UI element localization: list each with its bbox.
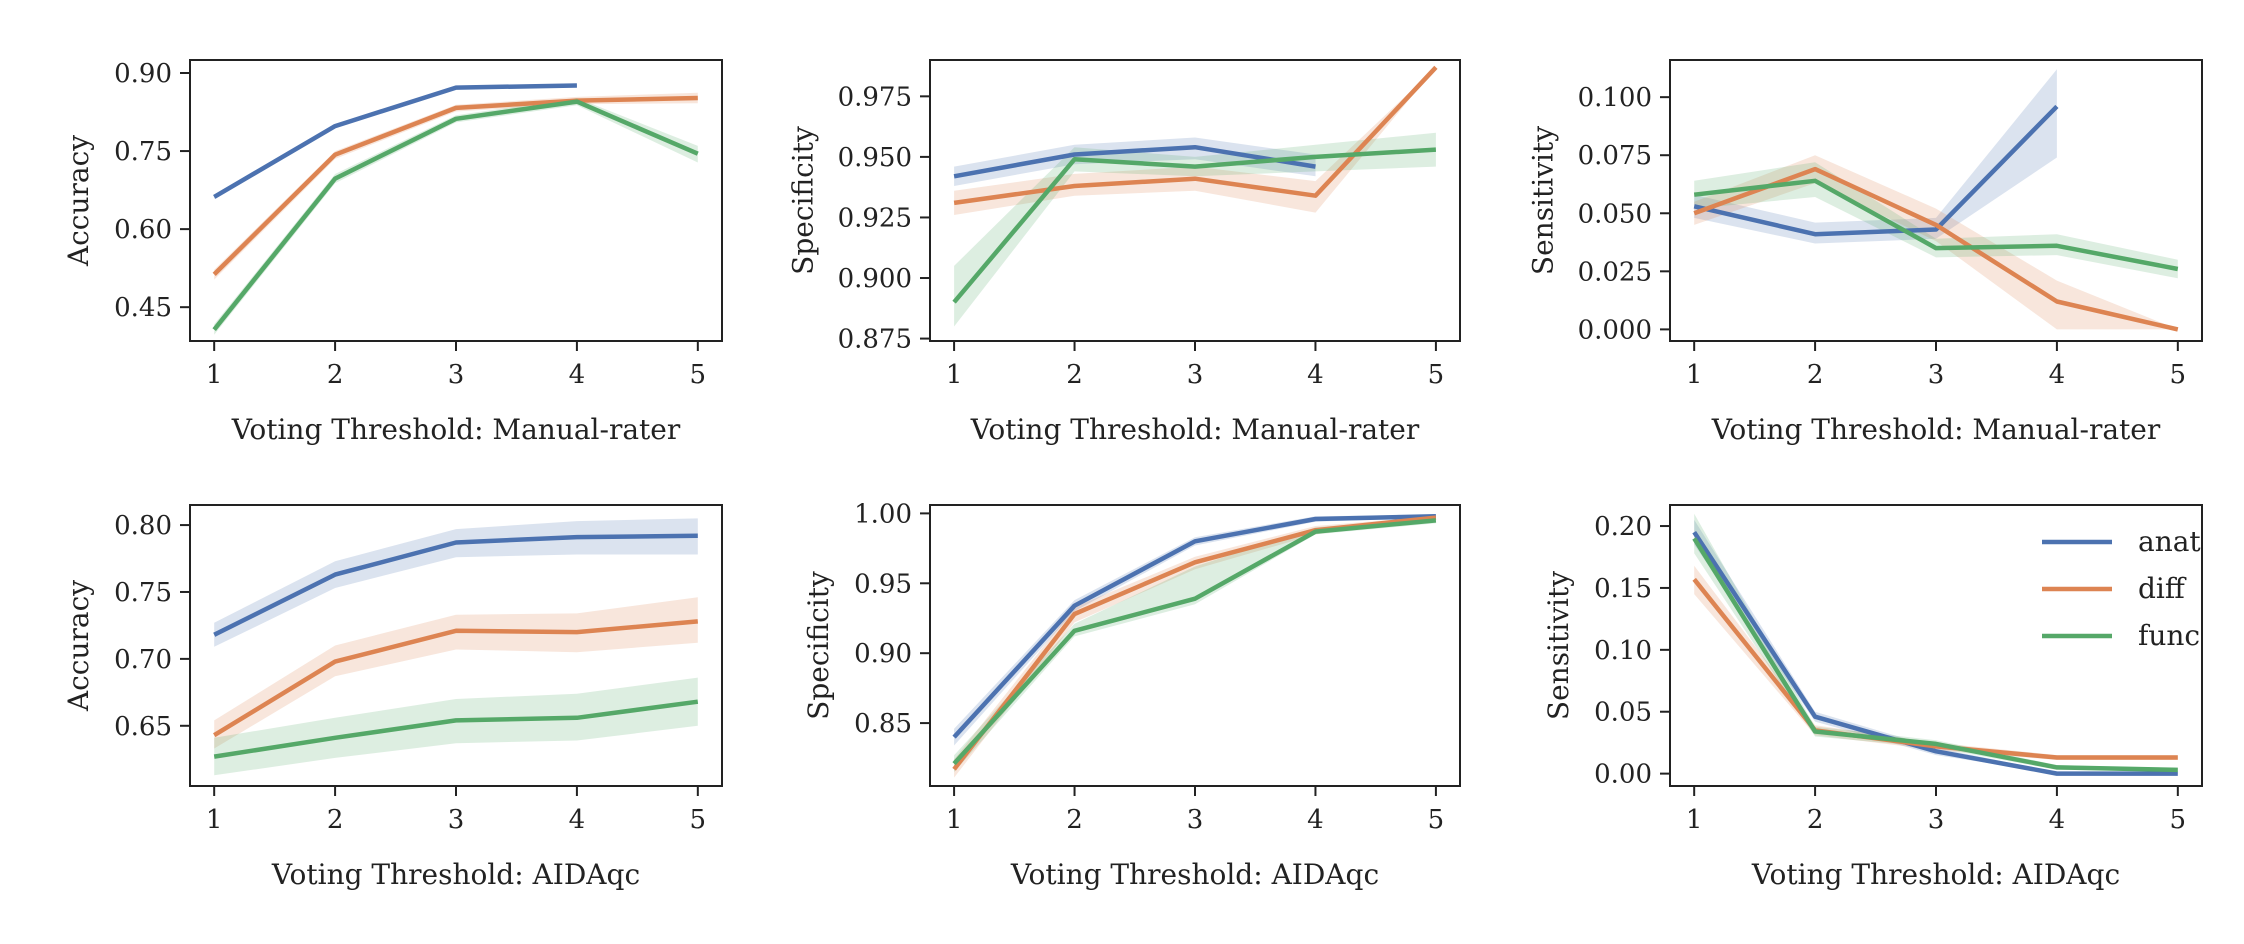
x-axis-label: Voting Threshold: AIDAqc [271, 858, 640, 891]
ci-band-func [214, 677, 698, 776]
x-tick-label: 3 [448, 360, 465, 390]
y-tick-label: 0.875 [838, 325, 912, 355]
y-tick-label: 0.75 [114, 578, 172, 608]
y-tick-label: 0.10 [1594, 636, 1652, 666]
y-axis-label: Accuracy [62, 135, 95, 267]
y-axis-label: Specificity [802, 571, 835, 720]
panel-2: 1 2 3 4 5 0.875 0.900 0.925 0.950 0.975 Voting Thr… [787, 59, 1461, 446]
y-tick-label: 0.950 [838, 143, 912, 173]
y-axis-label: Sensitivity [1527, 126, 1560, 275]
x-tick-label: 4 [1307, 805, 1324, 835]
y-axis-label: Specificity [787, 126, 820, 275]
y-tick-label: 0.80 [114, 511, 172, 541]
x-tick-label: 5 [2170, 360, 2187, 390]
plot-area [952, 65, 1438, 327]
x-tick-label: 1 [1686, 360, 1703, 390]
y-tick-label: 0.100 [1578, 83, 1652, 113]
x-tick-label: 5 [1428, 360, 1445, 390]
x-tick-label: 4 [569, 805, 586, 835]
panel-3: 1 2 3 4 5 0.000 0.025 0.050 0.075 0.100 Voting Thr… [1527, 59, 2203, 446]
legend-label-anat: anat [2138, 525, 2201, 558]
y-axis-label: Accuracy [62, 580, 95, 712]
x-tick-label: 1 [1686, 805, 1703, 835]
x-tick-label: 3 [1187, 360, 1204, 390]
x-tick-label: 4 [1307, 360, 1324, 390]
x-tick-label: 2 [1807, 360, 1824, 390]
plot-area [952, 513, 1437, 778]
y-tick-label: 0.000 [1578, 315, 1652, 345]
x-tick-label: 3 [1187, 805, 1204, 835]
x-tick-label: 1 [946, 805, 963, 835]
y-tick-label: 0.975 [838, 82, 912, 112]
ci-band-anat [954, 137, 1316, 186]
x-tick-label: 2 [327, 805, 344, 835]
y-tick-label: 0.90 [114, 59, 172, 89]
y-tick-label: 0.60 [114, 215, 172, 245]
y-tick-label: 1.00 [854, 499, 912, 529]
plot-area [213, 518, 699, 776]
ci-band-func [954, 517, 1436, 772]
x-tick-label: 2 [1807, 805, 1824, 835]
y-tick-label: 0.025 [1578, 257, 1652, 287]
x-tick-label: 3 [448, 805, 465, 835]
y-tick-label: 0.20 [1594, 512, 1652, 542]
ci-band-func [1694, 162, 2178, 279]
x-tick-label: 2 [1066, 805, 1083, 835]
legend-label-diff: diff [2138, 572, 2187, 605]
x-tick-label: 3 [1928, 360, 1945, 390]
x-tick-label: 4 [2049, 360, 2066, 390]
y-tick-label: 0.15 [1594, 574, 1652, 604]
panel-5: 1 2 3 4 5 0.85 0.90 0.95 1.00 Voting Threshold: A… [802, 499, 1461, 891]
plot-area [1693, 69, 2179, 332]
plot-area [212, 83, 699, 335]
y-tick-label: 0.00 [1594, 760, 1652, 790]
y-tick-label: 0.95 [854, 569, 912, 599]
ci-band-anat [214, 518, 698, 647]
x-tick-label: 2 [1066, 360, 1083, 390]
x-tick-label: 5 [690, 360, 707, 390]
y-tick-label: 0.75 [114, 137, 172, 167]
y-tick-label: 0.050 [1578, 199, 1652, 229]
x-tick-label: 4 [2049, 805, 2066, 835]
ci-band-diff [954, 67, 1436, 215]
x-axis-label: Voting Threshold: Manual-rater [231, 413, 681, 446]
legend-label-func: func [2138, 619, 2200, 652]
y-tick-label: 0.075 [1578, 141, 1652, 171]
panel-1: 1 2 3 4 5 0.45 0.60 0.75 0.90 Voting Threshold: M… [62, 59, 723, 446]
x-tick-label: 1 [206, 360, 223, 390]
x-tick-label: 5 [2170, 805, 2187, 835]
y-tick-label: 0.85 [854, 709, 912, 739]
ci-band-diff [214, 597, 698, 749]
y-tick-label: 0.65 [114, 712, 172, 742]
series-line-anat [1693, 104, 2059, 237]
x-axis-label: Voting Threshold: AIDAqc [1751, 858, 2120, 891]
series-line-anat [213, 83, 577, 199]
y-axis-label: Sensitivity [1542, 571, 1575, 720]
panel-6: 1 2 3 4 5 0.00 0.05 0.10 0.15 0.20 Voting Threshol… [1542, 504, 2203, 891]
legend: anat diff func [2042, 525, 2201, 652]
panel-4: 1 2 3 4 5 0.65 0.70 0.75 0.80 Voting Threshold: A… [62, 504, 723, 891]
x-tick-label: 3 [1928, 805, 1945, 835]
x-axis-label: Voting Threshold: Manual-rater [970, 413, 1420, 446]
x-tick-label: 5 [1428, 805, 1445, 835]
y-tick-label: 0.900 [838, 264, 912, 294]
y-tick-label: 0.05 [1594, 698, 1652, 728]
ci-band-diff [1694, 155, 2178, 330]
plot-area [1692, 513, 2178, 776]
x-tick-label: 2 [327, 360, 344, 390]
x-tick-label: 5 [690, 805, 707, 835]
x-tick-label: 1 [946, 360, 963, 390]
y-tick-label: 0.925 [838, 203, 912, 233]
y-tick-label: 0.70 [114, 645, 172, 675]
series-line-anat [953, 144, 1316, 179]
x-axis-label: Voting Threshold: Manual-rater [1711, 413, 2161, 446]
y-tick-label: 0.90 [854, 639, 912, 669]
y-tick-label: 0.45 [114, 293, 172, 323]
x-tick-label: 1 [206, 805, 223, 835]
x-tick-label: 4 [569, 360, 586, 390]
x-axis-label: Voting Threshold: AIDAqc [1010, 858, 1379, 891]
